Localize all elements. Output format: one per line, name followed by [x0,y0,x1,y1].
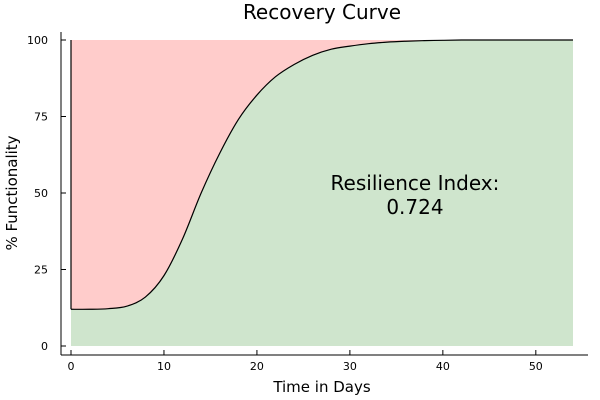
x-tick-label: 50 [529,360,543,373]
resilience-index-value: 0.724 [386,195,443,219]
x-tick-label: 0 [68,360,75,373]
x-axis-label: Time in Days [272,378,371,396]
y-tick-label: 100 [27,34,48,47]
x-tick-label: 40 [436,360,450,373]
resilience-index-label: Resilience Index: [331,171,500,195]
loss-area [71,39,573,310]
x-tick-label: 30 [343,360,357,373]
recovery-area [71,39,573,346]
recovery-curve-line [70,39,573,310]
y-tick-label: 25 [34,264,48,277]
x-tick-label: 10 [157,360,171,373]
chart-title: Recovery Curve [243,0,401,24]
x-tick-label: 20 [250,360,264,373]
y-tick-label: 50 [34,187,48,200]
y-tick-label: 0 [41,340,48,353]
y-tick-label: 75 [34,111,48,124]
y-axis-label: % Functionality [3,135,21,250]
